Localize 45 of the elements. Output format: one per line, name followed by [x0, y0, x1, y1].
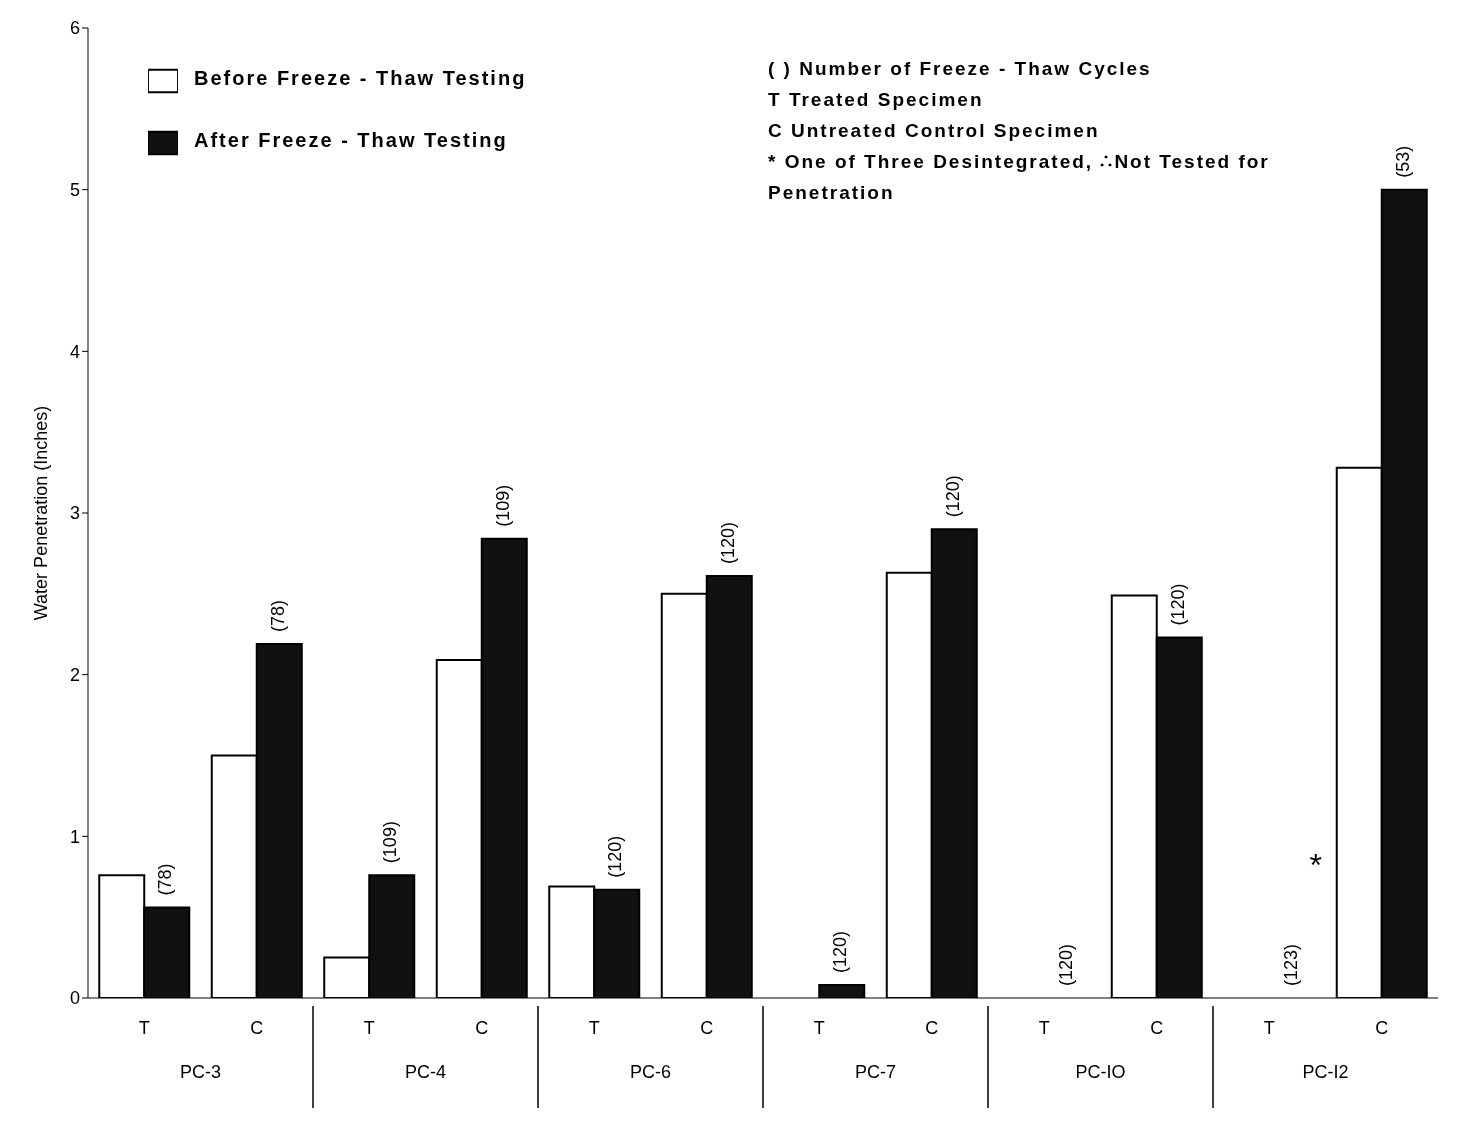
- annotation: (123): [1280, 943, 1301, 986]
- annotation: (78): [155, 863, 176, 896]
- annotation: (120): [718, 522, 738, 565]
- x-tick-label: C: [925, 1018, 939, 1038]
- x-tick-label: T: [813, 1018, 825, 1038]
- y-tick-label: 2: [69, 665, 80, 686]
- annotation: (78): [268, 599, 288, 632]
- x-tick-label: C: [475, 1018, 489, 1038]
- annotation: T Treated Specimen: [768, 88, 985, 112]
- y-tick-label: 1: [69, 826, 80, 847]
- x-tick-label: C: [700, 1018, 714, 1038]
- annotation: * One of Three Desintegrated, ∴Not Tested for Penetration: [768, 150, 1271, 205]
- y-tick-label: 0: [69, 988, 80, 1009]
- x-tick-label: C: [250, 1018, 264, 1038]
- x-tick-label: T: [1263, 1018, 1275, 1038]
- annotation: *: [1309, 847, 1322, 884]
- annotation: C Untreated Control Specimen: [768, 119, 1101, 143]
- legend-label: Before Freeze - Thaw Testing: [194, 67, 527, 89]
- annotation: (109): [493, 484, 513, 527]
- y-tick-label: 3: [69, 503, 80, 524]
- annotation: (120): [1055, 943, 1076, 986]
- y-tick-label: 4: [69, 341, 80, 362]
- annotation: (120): [605, 835, 626, 878]
- annotation: ( ) Number of Freeze - Thaw Cycles: [768, 57, 1153, 81]
- text: PC-6: [629, 1062, 672, 1082]
- y-axis-title: Water Penetration (Inches): [31, 405, 52, 621]
- annotation: (109): [380, 821, 401, 864]
- text: PC-7: [854, 1062, 897, 1082]
- x-tick-label: C: [1150, 1018, 1164, 1038]
- annotation: (120): [1168, 583, 1188, 626]
- x-tick-label: T: [588, 1018, 600, 1038]
- x-tick-label: T: [1038, 1018, 1050, 1038]
- annotation: (53): [1393, 145, 1413, 178]
- x-tick-label: T: [138, 1018, 150, 1038]
- y-tick-label: 6: [69, 18, 80, 39]
- annotation: (120): [830, 931, 851, 974]
- text: PC-3: [179, 1062, 222, 1082]
- text: PC-4: [404, 1062, 447, 1082]
- text: PC-I2: [1302, 1062, 1349, 1082]
- annotation: (120): [943, 475, 963, 518]
- x-tick-label: T: [363, 1018, 375, 1038]
- x-tick-label: C: [1375, 1018, 1389, 1038]
- text: PC-IO: [1075, 1062, 1126, 1082]
- y-tick-label: 5: [69, 180, 80, 201]
- legend-label: After Freeze - Thaw Testing: [194, 129, 508, 151]
